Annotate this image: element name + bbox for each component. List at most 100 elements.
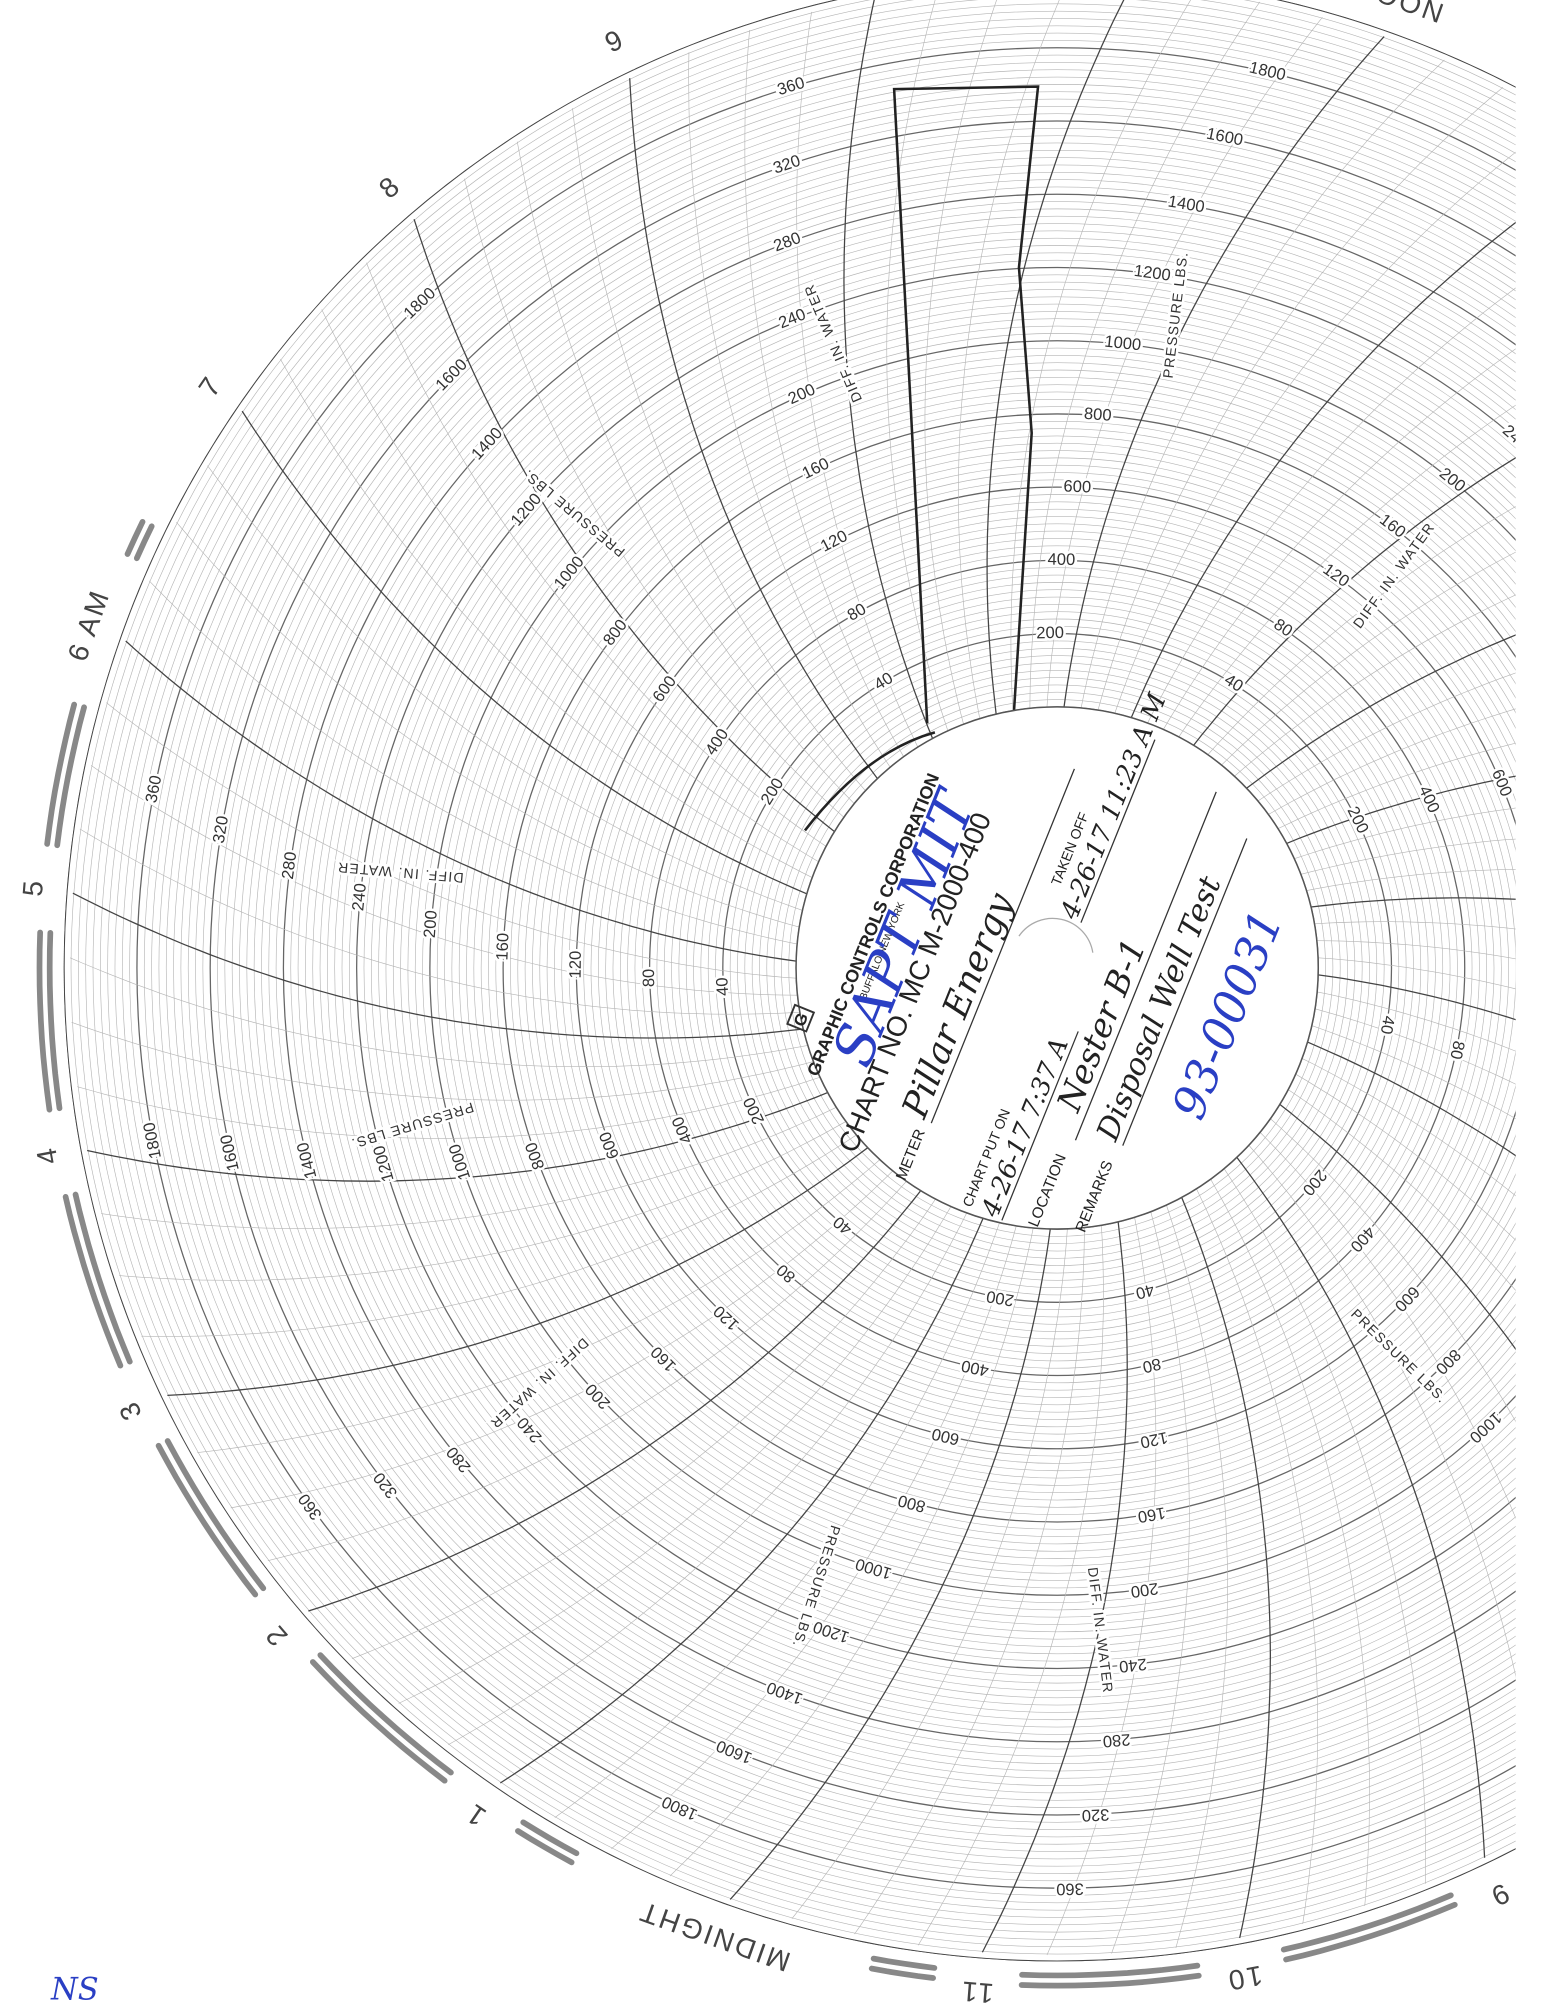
grid-circle: [261, 171, 1516, 1765]
grid-circle: [165, 76, 1516, 1860]
hour-line: [167, 1147, 869, 1397]
scale-label: 240: [1118, 1655, 1148, 1677]
time-line: [1294, 797, 1516, 859]
scale-label: 1800: [400, 283, 440, 322]
grid-circle: [693, 604, 1422, 1332]
scale-label: 280: [771, 228, 804, 255]
grid-circle: [627, 538, 1488, 1398]
grid-circle: [532, 442, 1516, 1494]
time-line: [197, 1159, 881, 1453]
grid-circle: [180, 91, 1516, 1845]
hour-line: [308, 1190, 922, 1612]
time-line: [148, 580, 798, 945]
time-line: [1295, 1073, 1516, 1627]
time-line: [1314, 1008, 1516, 1414]
grid-circle: [517, 428, 1516, 1508]
rim-bar: [133, 523, 155, 562]
grid-circle-major: [136, 47, 1516, 1889]
meter-line: [930, 768, 1075, 1124]
time-line: [1317, 991, 1516, 1356]
hour-line: [1310, 897, 1516, 1044]
hour-line: [986, 0, 1133, 715]
time-line: [1221, 427, 1516, 766]
scale-label: 800: [521, 1140, 548, 1172]
grid-circle: [385, 296, 1516, 1640]
time-line: [669, 1227, 1034, 1877]
grid-circle: [678, 589, 1436, 1347]
grid-circle: [312, 223, 1516, 1713]
scale-label: 360: [141, 774, 165, 805]
grid-circle: [751, 662, 1363, 1274]
grid-circle: [737, 647, 1378, 1288]
time-line: [1288, 1089, 1516, 1674]
time-line: [516, 141, 855, 804]
rim-bar: [520, 1819, 580, 1857]
location-line: [1074, 791, 1217, 1141]
rim-bar: [124, 518, 146, 557]
scale-label: 200: [757, 774, 788, 807]
time-line: [1277, 707, 1516, 829]
time-line: [1029, 1, 1261, 709]
scale-label: 80: [639, 969, 658, 988]
grid-circle: [422, 333, 1516, 1603]
scale-label: 1400: [1167, 192, 1206, 217]
grid-circle: [759, 669, 1356, 1267]
scale-label: 200: [1130, 1579, 1160, 1602]
scale-label: 1000: [1466, 1408, 1506, 1447]
time-line: [1317, 957, 1516, 1234]
put-on-line: [1001, 1031, 1079, 1221]
hour-line: [1063, 36, 1385, 708]
grid-circle: [92, 3, 1516, 1933]
scale-label: 1800: [139, 1121, 165, 1161]
grid-circle-major: [502, 413, 1516, 1523]
scale-label: 1800: [659, 1792, 700, 1824]
rim-bar: [155, 1442, 259, 1598]
time-line: [79, 828, 800, 1015]
rim-bar: [46, 929, 63, 1112]
hour-label: 3: [112, 1395, 148, 1425]
scale-label: 1000: [1104, 332, 1143, 355]
time-line: [688, 52, 891, 768]
scale-label: 400: [960, 1356, 991, 1380]
grid-circle: [524, 435, 1516, 1501]
time-line: [1300, 835, 1516, 914]
grid-circle: [458, 369, 1516, 1567]
pen-trace-arc: [803, 731, 936, 832]
time-line: [1301, 1058, 1516, 1578]
time-line: [1223, 1168, 1426, 1884]
grid-circle: [268, 179, 1516, 1757]
rim-bar: [54, 704, 87, 849]
time-line: [366, 262, 827, 847]
hour-label: MIDNIGHT: [634, 1895, 794, 1977]
time-line: [106, 702, 797, 979]
grid-circle: [568, 479, 1516, 1457]
rim-bar: [1280, 1892, 1454, 1953]
rim-bar: [1530, 1793, 1559, 1857]
scale-label: 600: [1063, 476, 1091, 496]
scale-label: 1400: [467, 424, 506, 464]
time-line: [1163, 232, 1516, 730]
grid-circle: [700, 611, 1414, 1325]
time-line: [1306, 868, 1516, 979]
time-line: [321, 309, 819, 863]
grid-circle: [363, 274, 1516, 1662]
scale-label: 160: [647, 1343, 680, 1376]
logo: [786, 1003, 816, 1033]
grid-circle: [370, 281, 1516, 1655]
scale-label: 600: [1391, 1283, 1424, 1316]
grid-circle-major: [282, 193, 1516, 1743]
grid-circle: [202, 113, 1516, 1823]
scale-label: 200: [1344, 803, 1373, 836]
time-line: [1311, 1025, 1516, 1471]
time-line: [1259, 1132, 1516, 1795]
rim-bar: [1018, 1972, 1202, 1989]
grid-circle: [744, 655, 1370, 1281]
grid-circle-major: [356, 266, 1516, 1670]
grid-circle: [473, 384, 1516, 1552]
scale-label: 1000: [853, 1554, 894, 1583]
rim-bar: [515, 1828, 575, 1866]
time-line: [1268, 655, 1516, 815]
time-line: [886, 0, 949, 731]
scale-label: 200: [785, 380, 818, 409]
time-line: [1046, 1217, 1157, 1956]
